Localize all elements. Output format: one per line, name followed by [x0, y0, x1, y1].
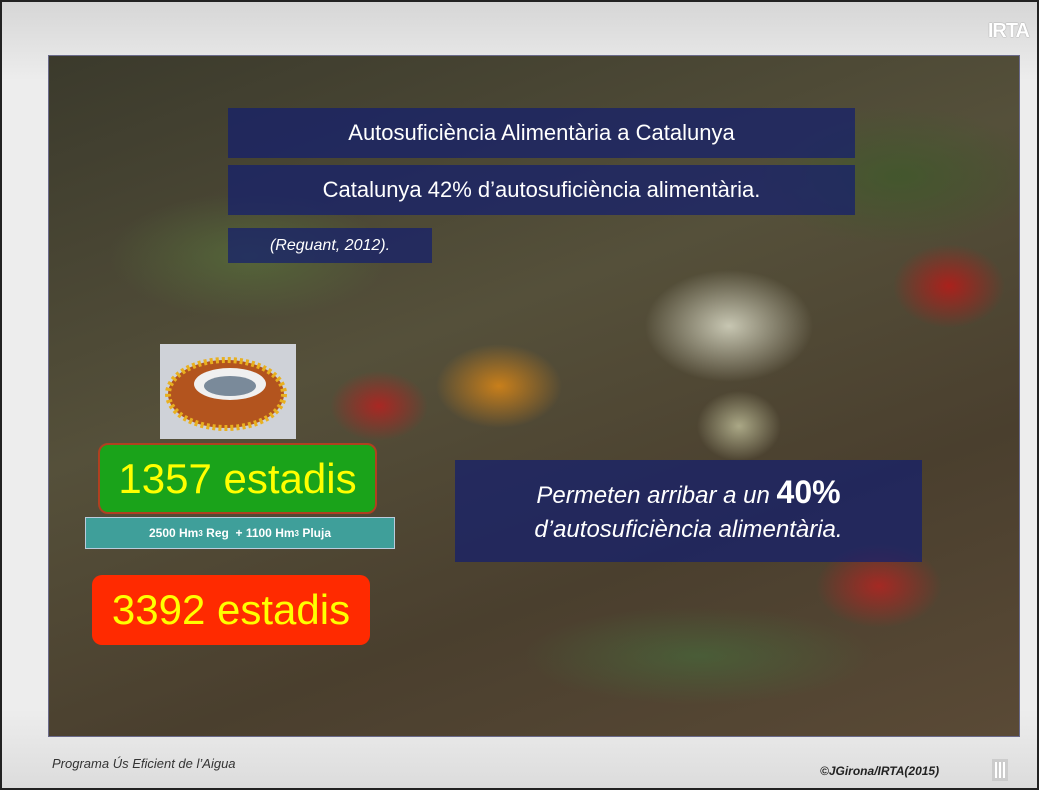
- footer-icon: [992, 759, 1008, 781]
- footer-left: Programa Ús Eficient de l’Aigua: [52, 756, 236, 771]
- stadiums-box: 1357 estadis: [98, 443, 377, 514]
- logo: IRTA: [987, 20, 1030, 42]
- superscript: 3: [294, 528, 299, 538]
- statement-line: Permeten arribar a un 40%: [536, 475, 840, 513]
- note: 2500 Hm 3 Reg + 1100 Hm 3 Pluja: [85, 517, 395, 549]
- statement: Permeten arribar a un 40% d’autosuficièn…: [455, 460, 922, 562]
- title: Autosuficiència Alimentària a Catalunya: [228, 108, 855, 158]
- superscript: 3: [198, 528, 203, 538]
- statement-text: Permeten arribar a un: [536, 482, 777, 509]
- statement-highlight: 40%: [776, 474, 841, 510]
- stadium-image: [160, 344, 296, 439]
- note-text: Reg + 1100 Hm: [202, 526, 295, 540]
- footer-right: ©JGirona/IRTA(2015): [820, 764, 940, 778]
- citation: (Reguant, 2012).: [228, 228, 432, 263]
- subtitle: Catalunya 42% d’autosuficiència alimentà…: [228, 165, 855, 215]
- statement-text: d’autosuficiència alimentària.: [534, 516, 843, 543]
- note-text: Pluja: [298, 526, 331, 540]
- note-text: 2500 Hm: [148, 526, 199, 540]
- stadiums-box: 3392 estadis: [92, 575, 370, 645]
